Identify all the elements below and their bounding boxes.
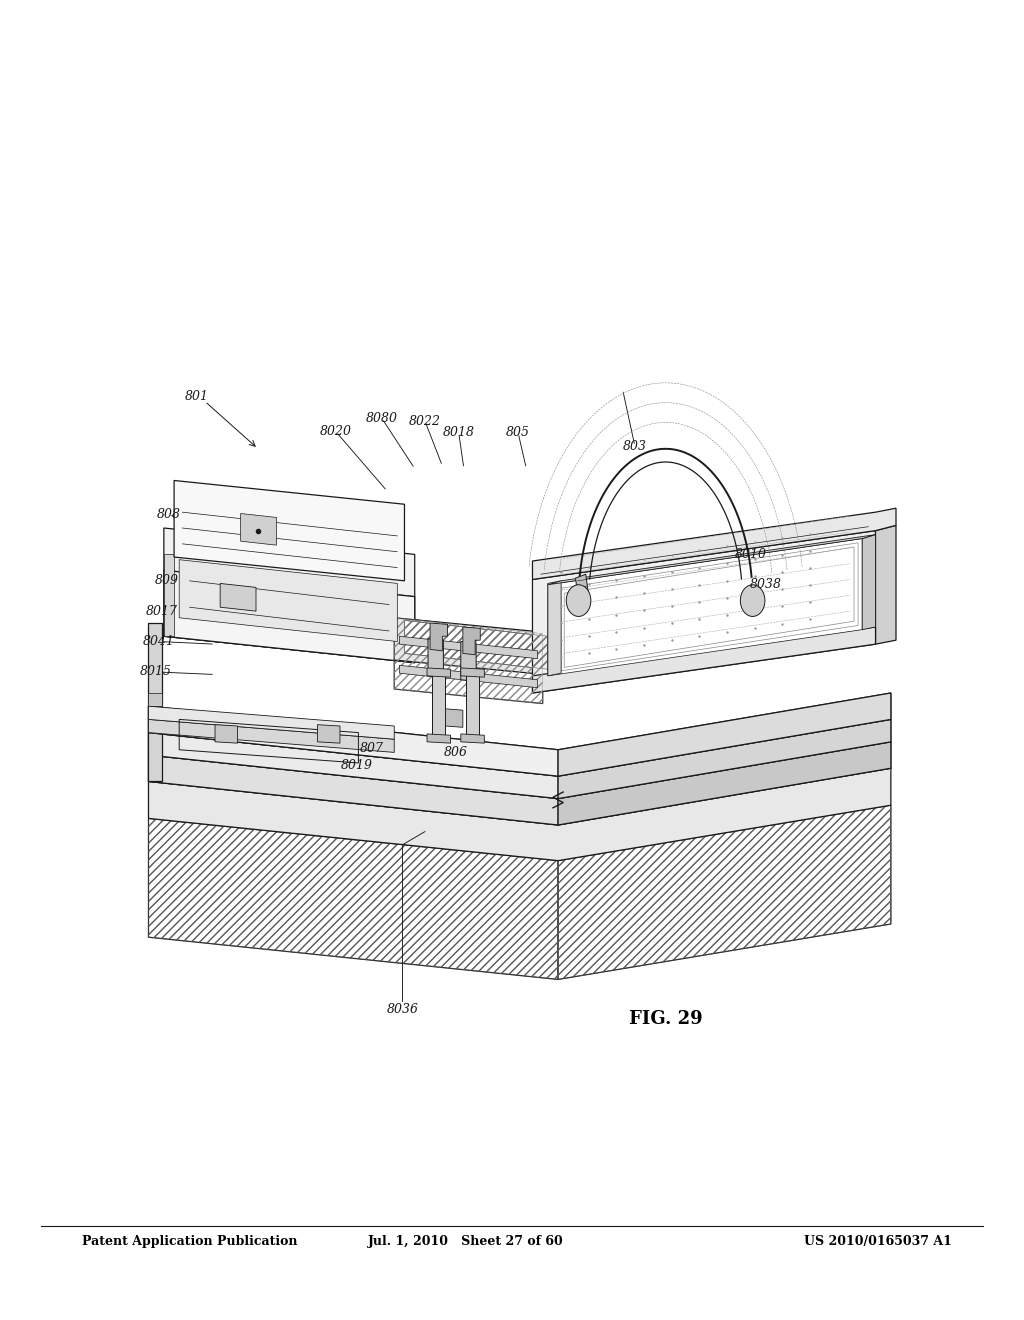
Text: Patent Application Publication: Patent Application Publication bbox=[82, 1236, 297, 1247]
Text: 808: 808 bbox=[157, 508, 181, 521]
Polygon shape bbox=[461, 668, 484, 677]
Polygon shape bbox=[148, 706, 558, 776]
Polygon shape bbox=[220, 583, 256, 611]
Polygon shape bbox=[148, 742, 891, 825]
Polygon shape bbox=[466, 673, 479, 739]
Polygon shape bbox=[399, 636, 538, 659]
Text: 807: 807 bbox=[359, 742, 384, 755]
Polygon shape bbox=[164, 623, 415, 663]
Text: 803: 803 bbox=[623, 440, 647, 453]
Polygon shape bbox=[430, 623, 447, 651]
Polygon shape bbox=[148, 693, 891, 776]
Text: 8017: 8017 bbox=[145, 605, 178, 618]
Polygon shape bbox=[558, 805, 891, 979]
Polygon shape bbox=[174, 480, 404, 581]
Polygon shape bbox=[164, 554, 174, 636]
Polygon shape bbox=[461, 734, 484, 743]
Polygon shape bbox=[463, 627, 480, 655]
Polygon shape bbox=[317, 725, 340, 743]
Polygon shape bbox=[148, 693, 162, 706]
Polygon shape bbox=[548, 539, 862, 676]
Polygon shape bbox=[148, 755, 558, 825]
Polygon shape bbox=[558, 742, 891, 825]
Circle shape bbox=[740, 585, 765, 616]
Polygon shape bbox=[399, 665, 538, 688]
Polygon shape bbox=[548, 535, 876, 585]
Text: 8015: 8015 bbox=[139, 665, 172, 678]
Circle shape bbox=[566, 585, 591, 616]
Polygon shape bbox=[532, 627, 876, 693]
Polygon shape bbox=[432, 673, 445, 739]
Polygon shape bbox=[394, 618, 543, 704]
Text: 8020: 8020 bbox=[319, 425, 352, 438]
Polygon shape bbox=[575, 574, 589, 601]
Text: 8038: 8038 bbox=[750, 578, 782, 591]
Polygon shape bbox=[532, 531, 876, 693]
Polygon shape bbox=[404, 620, 548, 669]
Text: 806: 806 bbox=[443, 746, 468, 759]
Polygon shape bbox=[532, 508, 896, 579]
Text: US 2010/0165037 A1: US 2010/0165037 A1 bbox=[805, 1236, 952, 1247]
Polygon shape bbox=[558, 719, 891, 799]
Text: 8080: 8080 bbox=[366, 412, 398, 425]
Polygon shape bbox=[427, 734, 451, 743]
Text: 8022: 8022 bbox=[409, 414, 441, 428]
Text: 8036: 8036 bbox=[386, 1003, 419, 1016]
Polygon shape bbox=[461, 642, 476, 681]
Polygon shape bbox=[164, 528, 415, 597]
Polygon shape bbox=[445, 709, 463, 727]
Polygon shape bbox=[241, 513, 276, 545]
Text: FIG. 29: FIG. 29 bbox=[629, 1010, 702, 1028]
Polygon shape bbox=[427, 668, 451, 677]
Polygon shape bbox=[164, 570, 415, 663]
Polygon shape bbox=[428, 639, 443, 677]
Polygon shape bbox=[558, 693, 891, 776]
Polygon shape bbox=[148, 706, 394, 739]
Polygon shape bbox=[215, 725, 238, 743]
Polygon shape bbox=[148, 733, 558, 799]
Polygon shape bbox=[164, 570, 415, 663]
Text: 8041: 8041 bbox=[142, 635, 175, 648]
Text: 809: 809 bbox=[155, 574, 179, 587]
Polygon shape bbox=[862, 535, 876, 630]
Polygon shape bbox=[548, 581, 561, 676]
Text: 8010: 8010 bbox=[734, 548, 767, 561]
Text: Jul. 1, 2010   Sheet 27 of 60: Jul. 1, 2010 Sheet 27 of 60 bbox=[368, 1236, 564, 1247]
Text: 805: 805 bbox=[506, 426, 530, 440]
Polygon shape bbox=[148, 818, 558, 979]
Text: 8018: 8018 bbox=[442, 426, 475, 440]
Polygon shape bbox=[148, 719, 891, 799]
Polygon shape bbox=[876, 525, 896, 644]
Polygon shape bbox=[148, 623, 162, 781]
Text: 801: 801 bbox=[184, 389, 209, 403]
Text: 8019: 8019 bbox=[340, 759, 373, 772]
Polygon shape bbox=[394, 618, 558, 676]
Polygon shape bbox=[148, 768, 891, 861]
Polygon shape bbox=[148, 719, 394, 752]
Polygon shape bbox=[179, 560, 397, 642]
